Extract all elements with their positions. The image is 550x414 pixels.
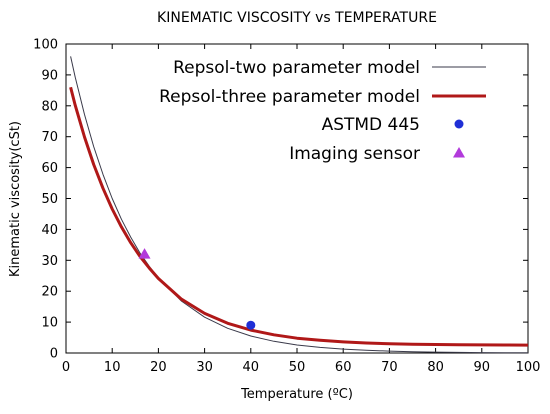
legend-swatch-2 xyxy=(454,119,464,129)
legend-label-0: Repsol-two parameter model xyxy=(173,58,420,78)
y-tick-label: 0 xyxy=(50,347,58,362)
y-tick-label: 90 xyxy=(41,68,58,83)
x-tick-label: 40 xyxy=(243,360,260,375)
y-tick-label: 30 xyxy=(41,254,58,269)
y-tick-label: 50 xyxy=(41,192,58,207)
x-tick-label: 100 xyxy=(516,360,541,375)
x-tick-label: 80 xyxy=(427,360,444,375)
chart-title: KINEMATIC VISCOSITY vs TEMPERATURE xyxy=(157,10,437,26)
data-point-circle xyxy=(246,320,256,330)
y-tick-label: 80 xyxy=(41,99,58,114)
legend: Repsol-two parameter model Repsol-three p… xyxy=(159,58,486,164)
series-line-0 xyxy=(70,56,529,354)
y-tick-label: 100 xyxy=(33,38,58,53)
legend-label-3: Imaging sensor xyxy=(289,144,420,164)
x-tick-label: 10 xyxy=(104,360,121,375)
x-tick-label: 20 xyxy=(150,360,167,375)
x-tick-label: 0 xyxy=(62,360,70,375)
y-tick-label: 10 xyxy=(41,316,58,331)
x-tick-label: 50 xyxy=(289,360,306,375)
y-tick-label: 60 xyxy=(41,161,58,176)
x-axis-title: Temperature (ºC) xyxy=(240,387,353,402)
legend-label-2: ASTMD 445 xyxy=(322,115,420,135)
series-line-1 xyxy=(69,86,529,347)
x-tick-label: 70 xyxy=(381,360,398,375)
x-tick-label: 90 xyxy=(474,360,491,375)
data-point-triangle xyxy=(138,248,151,259)
y-tick-label: 70 xyxy=(41,130,58,145)
y-tick-label: 20 xyxy=(41,285,58,300)
markers-layer xyxy=(138,248,256,330)
y-axis-title: Kinematic viscosity(cSt) xyxy=(8,121,23,277)
ticks-layer: 0 10 20 30 40 50 60 70 80 90 100 0 10 20 30 40 50 60 70 80 9… xyxy=(33,38,540,376)
legend-swatch-3 xyxy=(453,147,465,158)
series-layer xyxy=(69,56,529,354)
x-tick-label: 30 xyxy=(196,360,213,375)
y-tick-label: 40 xyxy=(41,223,58,238)
legend-label-1: Repsol-three parameter model xyxy=(159,87,420,107)
x-tick-label: 60 xyxy=(335,360,352,375)
